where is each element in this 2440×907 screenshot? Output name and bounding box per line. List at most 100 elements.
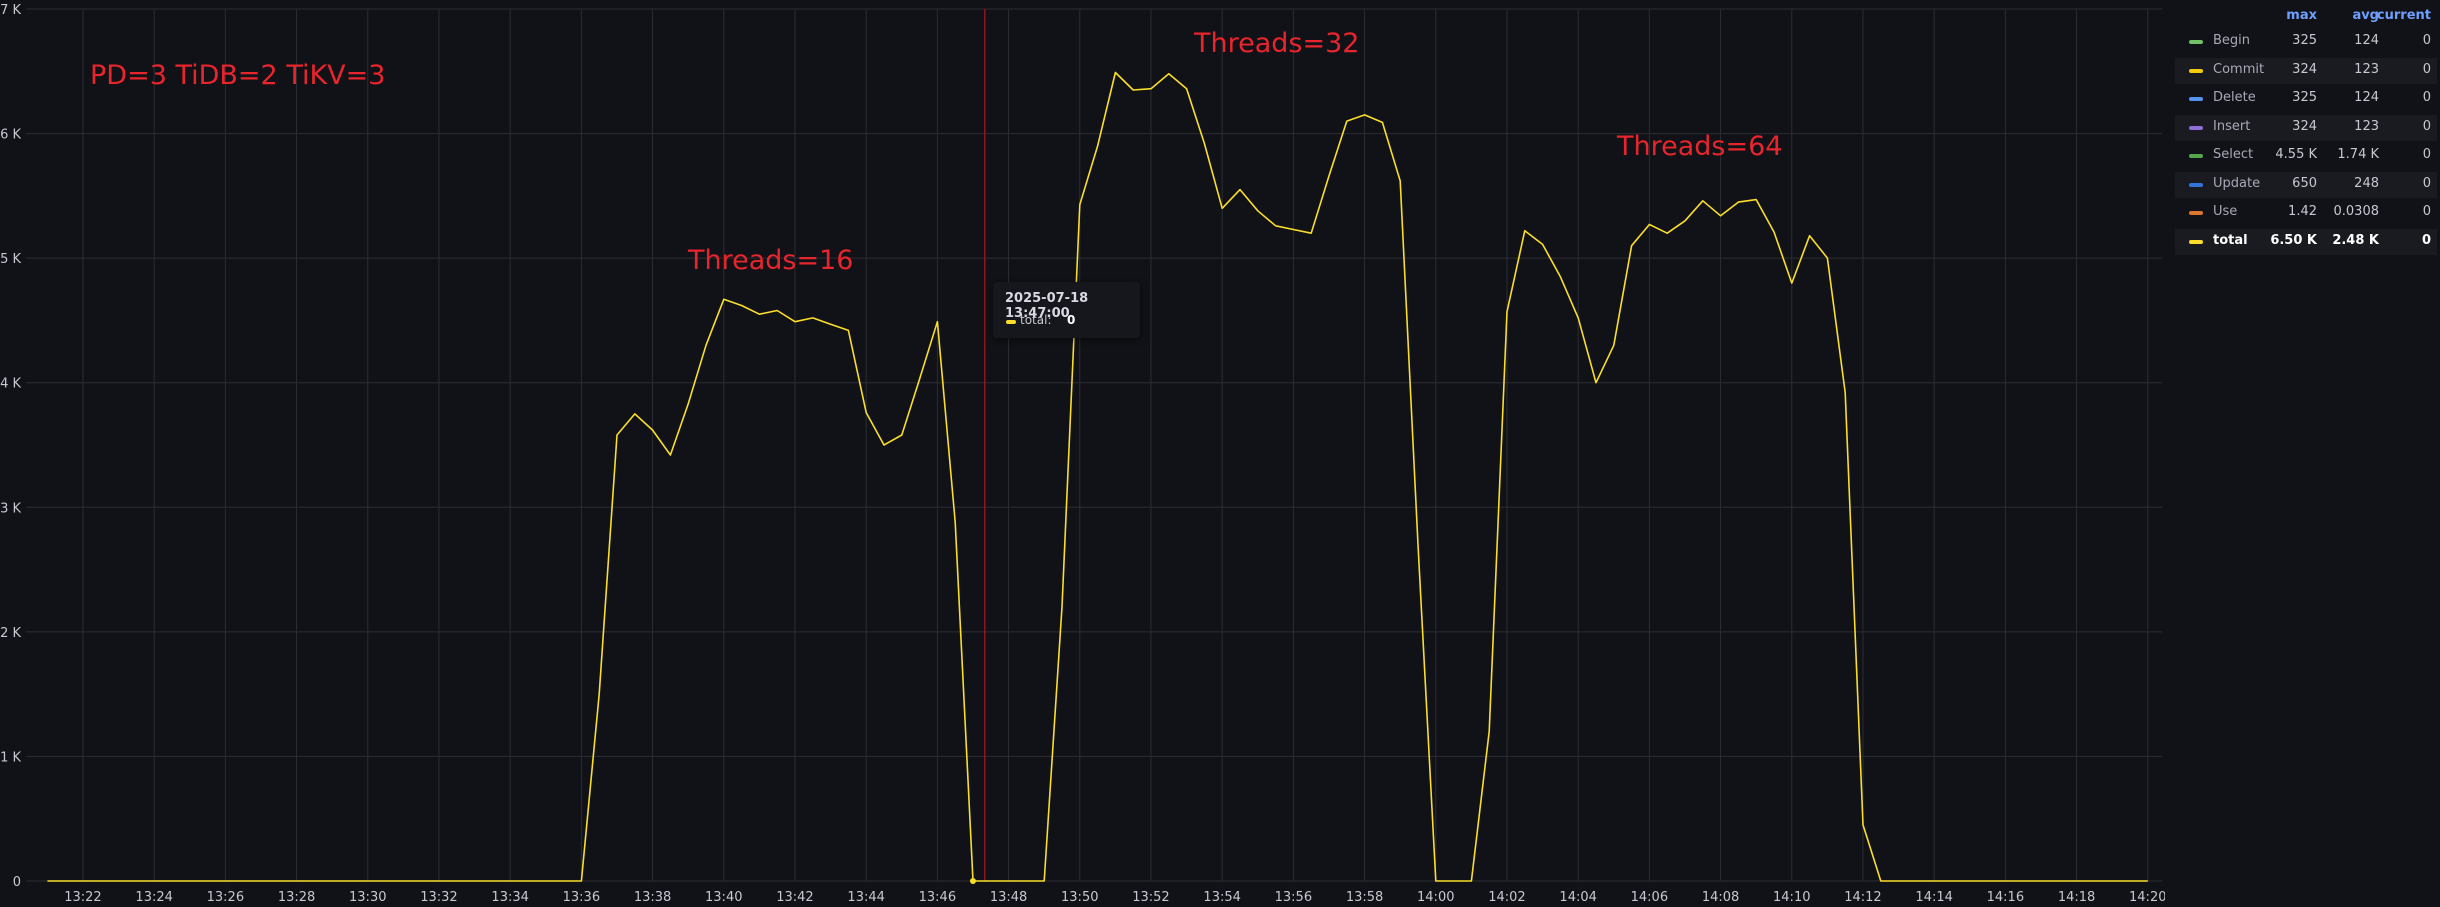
y-tick-label: 6 K <box>0 128 21 143</box>
legend-series-name[interactable]: Insert <box>2213 118 2251 134</box>
legend-max-value: 324 <box>2292 61 2317 77</box>
x-tick-label: 14:02 <box>1488 890 1525 905</box>
legend-header-max[interactable]: max <box>2286 8 2317 23</box>
legend-row-use[interactable]: Use 1.42 0.0308 0 <box>2175 200 2437 226</box>
legend-avg-value: 0.0308 <box>2333 204 2380 219</box>
legend-avg-value: 1.74 K <box>2337 147 2379 162</box>
y-tick-label: 7 K <box>0 3 21 18</box>
legend-max-value: 325 <box>2292 90 2317 105</box>
y-tick-label: 0 <box>13 875 21 890</box>
y-tick-label: 1 K <box>0 750 21 765</box>
legend-row-select[interactable]: Select 4.55 K 1.74 K 0 <box>2175 143 2437 169</box>
legend-max-value: 1.42 <box>2288 204 2317 219</box>
x-tick-label: 13:52 <box>1132 890 1169 905</box>
legend-table: max avg current Begin 325 124 0 Commit 324 123… <box>2175 0 2440 907</box>
x-tick-label: 14:16 <box>1987 890 2024 905</box>
x-tick-label: 13:38 <box>634 890 671 905</box>
x-tick-label: 13:28 <box>278 890 315 905</box>
tooltip-series-swatch <box>1006 320 1016 324</box>
tooltip-series-label: total: <box>1020 313 1052 327</box>
legend-row-total[interactable]: total 6.50 K 2.48 K 0 <box>2175 228 2437 255</box>
x-tick-label: 13:26 <box>207 890 244 905</box>
legend-series-name[interactable]: Use <box>2213 204 2238 219</box>
x-tick-label: 13:36 <box>563 890 600 905</box>
legend-series-name[interactable]: Select <box>2213 147 2254 162</box>
legend-avg-value: 124 <box>2354 33 2379 48</box>
legend-avg-value: 123 <box>2354 61 2379 77</box>
x-tick-label: 13:56 <box>1275 890 1312 905</box>
x-tick-label: 13:58 <box>1346 890 1383 905</box>
y-tick-label: 3 K <box>0 501 21 516</box>
x-tick-label: 13:54 <box>1203 890 1240 905</box>
legend-max-value: 324 <box>2292 118 2317 134</box>
x-tick-label: 13:46 <box>919 890 956 905</box>
legend-header-current[interactable]: current <box>2376 8 2431 23</box>
annotation-threads-32: Threads=32 <box>1194 28 1360 59</box>
hover-tooltip: 2025-07-18 13:47:00 total: 0 <box>993 282 1140 338</box>
legend-series-name[interactable]: Commit <box>2213 61 2265 77</box>
y-tick-label: 4 K <box>0 377 21 392</box>
y-tick-label: 5 K <box>0 252 21 267</box>
legend-max-value: 6.50 K <box>2270 232 2317 248</box>
legend-avg-value: 124 <box>2354 90 2379 105</box>
annotation-threads-16: Threads=16 <box>688 245 854 276</box>
legend-max-value: 325 <box>2292 33 2317 48</box>
legend-max-value: 4.55 K <box>2275 147 2317 162</box>
legend-swatch <box>2189 125 2203 130</box>
x-tick-label: 13:22 <box>64 890 101 905</box>
legend-swatch <box>2189 97 2203 101</box>
x-axis: 13:22 13:24 13:26 13:28 13:30 13:32 13:34 13:36… <box>64 890 2165 905</box>
series-layer <box>47 71 2148 884</box>
x-tick-label: 14:20 <box>2129 890 2165 905</box>
legend-series-name[interactable]: Delete <box>2213 90 2256 105</box>
legend-series-name[interactable]: total <box>2213 232 2248 248</box>
x-tick-label: 14:10 <box>1773 890 1810 905</box>
tooltip-series-value: 0 <box>1067 313 1076 327</box>
legend-current-value: 0 <box>2422 175 2431 191</box>
x-tick-label: 13:34 <box>491 890 528 905</box>
x-tick-label: 13:44 <box>847 890 884 905</box>
legend-row-delete[interactable]: Delete 325 124 0 <box>2175 86 2437 112</box>
legend-current-value: 0 <box>2422 61 2431 77</box>
annotation-threads-64: Threads=64 <box>1617 131 1783 162</box>
legend-max-value: 650 <box>2292 175 2317 191</box>
tooltip-time: 2025-07-18 13:47:00 <box>1005 291 1089 321</box>
legend-avg-value: 123 <box>2354 118 2379 134</box>
legend-current-value: 0 <box>2421 232 2431 248</box>
y-tick-label: 2 K <box>0 626 21 641</box>
legend-avg-value: 2.48 K <box>2332 232 2379 248</box>
legend-swatch <box>2189 154 2203 158</box>
legend-row-begin[interactable]: Begin 325 124 0 <box>2175 29 2437 55</box>
x-tick-label: 14:06 <box>1631 890 1668 905</box>
legend-current-value: 0 <box>2422 118 2431 134</box>
legend-row-update[interactable]: Update 650 248 0 <box>2175 171 2437 198</box>
x-tick-label: 14:00 <box>1417 890 1454 905</box>
legend-avg-value: 248 <box>2354 175 2379 191</box>
x-tick-label: 14:18 <box>2058 890 2095 905</box>
legend-swatch <box>2189 40 2203 44</box>
x-tick-label: 14:04 <box>1559 890 1596 905</box>
x-tick-label: 13:24 <box>135 890 172 905</box>
x-tick-label: 14:12 <box>1844 890 1881 905</box>
legend-swatch <box>2189 211 2203 215</box>
x-tick-label: 14:14 <box>1915 890 1952 905</box>
x-tick-label: 13:48 <box>990 890 1027 905</box>
legend-series-name[interactable]: Update <box>2213 175 2261 191</box>
legend-series-name[interactable]: Begin <box>2213 33 2251 48</box>
legend-row-commit[interactable]: Commit 324 123 0 <box>2175 57 2437 84</box>
legend-swatch <box>2189 68 2203 73</box>
legend-current-value: 0 <box>2422 90 2431 105</box>
y-axis: 0 1 K 2 K 3 K 4 K 5 K 6 K 7 K <box>0 3 21 890</box>
x-tick-label: 13:42 <box>776 890 813 905</box>
legend-swatch <box>2189 239 2203 244</box>
x-tick-label: 13:32 <box>420 890 457 905</box>
legend-header-avg[interactable]: avg <box>2352 8 2379 23</box>
x-tick-label: 13:40 <box>705 890 742 905</box>
x-tick-label: 13:30 <box>349 890 386 905</box>
time-series-chart[interactable]: 01 K2 K3 K4 K5 K6 K7 K 13:22 13:24 13:26 13… <box>0 0 2165 907</box>
legend-row-insert[interactable]: Insert 324 123 0 <box>2175 114 2437 141</box>
x-tick-label: 14:08 <box>1702 890 1739 905</box>
x-tick-label: 13:50 <box>1061 890 1098 905</box>
annotation-cluster-config: PD=3 TiDB=2 TiKV=3 <box>90 60 386 91</box>
legend-current-value: 0 <box>2422 204 2431 219</box>
